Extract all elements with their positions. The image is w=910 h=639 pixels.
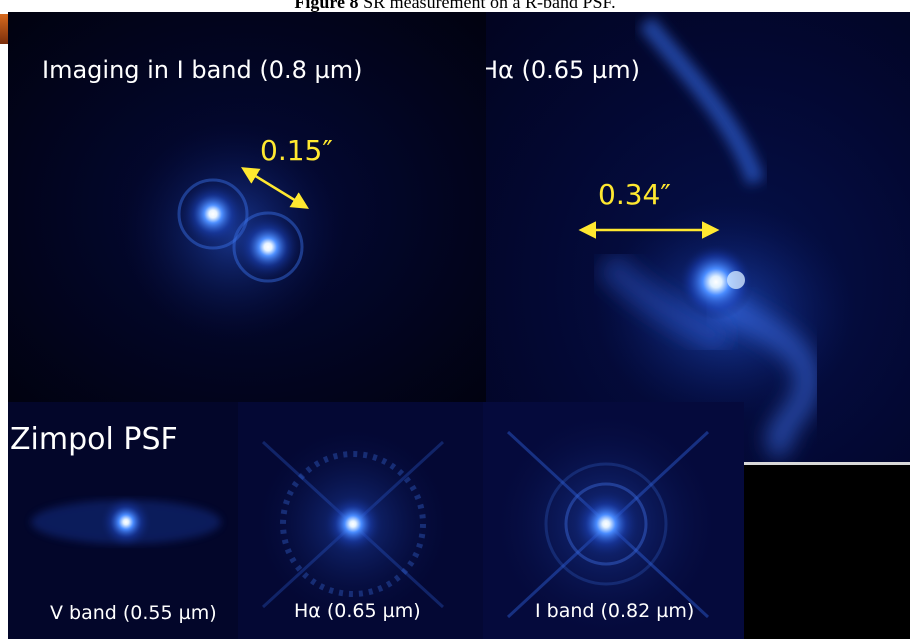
orange-edge-strip xyxy=(0,14,8,44)
figure-caption: Figure 8 SR measurement on a R-band PSF. xyxy=(0,0,910,13)
zimpol-psf-title: Zimpol PSF xyxy=(10,422,178,457)
divider-rule xyxy=(744,462,910,465)
psf-halpha-label: Hα (0.65 µm) xyxy=(294,600,421,622)
separation-label-034: 0.34″ xyxy=(598,178,671,211)
i-band-label: Imaging in I band (0.8 µm) xyxy=(42,56,363,84)
psf-i-band-ring-2 xyxy=(544,462,668,586)
star-a xyxy=(181,182,245,246)
halpha-label: Hα (0.65 µm) xyxy=(486,56,640,84)
i-band-image-panel: Imaging in I band (0.8 µm) 0.15″ xyxy=(8,12,486,408)
psf-v-band-core xyxy=(100,496,152,548)
star-b xyxy=(236,215,300,279)
halpha-image-panel: Hα (0.65 µm) 0.34″ xyxy=(486,12,910,464)
psf-v-band-label: V band (0.55 µm) xyxy=(50,602,217,624)
caption-text: SR measurement on a R-band PSF. xyxy=(363,0,616,12)
i-band-image xyxy=(123,122,343,342)
airy-ring-b xyxy=(232,211,304,283)
outflow-lobe xyxy=(710,290,821,462)
psf-i-band-label: I band (0.82 µm) xyxy=(535,600,695,622)
halpha-source xyxy=(678,244,754,320)
halpha-companion xyxy=(727,271,745,289)
halpha-image xyxy=(578,16,856,462)
zimpol-psf-images xyxy=(8,402,744,639)
psf-halpha-ring xyxy=(280,451,426,597)
empty-corner xyxy=(744,465,910,639)
figure-label: Figure 8 xyxy=(294,0,359,12)
outflow-wing xyxy=(595,251,733,356)
separation-label-015: 0.15″ xyxy=(260,134,333,167)
psf-i-band-ring-1 xyxy=(564,482,648,566)
jet-filament xyxy=(638,16,765,185)
psf-i-band-core xyxy=(572,490,640,558)
psf-halpha-core xyxy=(323,494,383,554)
separation-arrow-015 xyxy=(241,167,309,209)
airy-ring-a xyxy=(177,178,249,250)
zimpol-psf-panel: Zimpol PSF V band (0.55 µm) Hα (0.65 µm)… xyxy=(8,402,744,639)
